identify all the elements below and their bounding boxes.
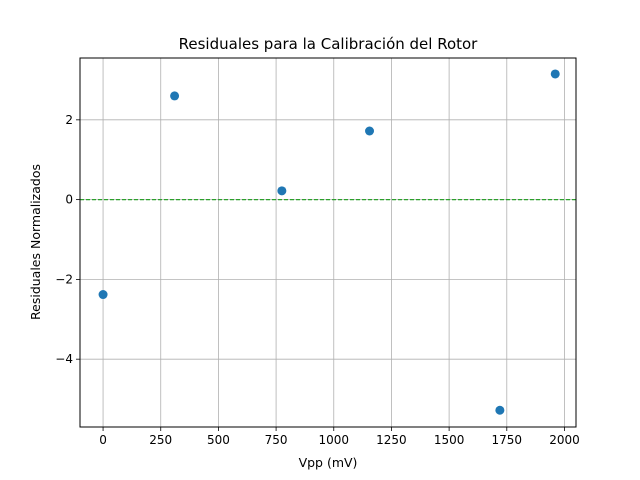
- data-point: [170, 91, 180, 101]
- data-point: [365, 126, 375, 136]
- x-tick-label: 250: [149, 433, 172, 447]
- y-axis-ticks: −4 −2 0 2: [55, 113, 80, 366]
- data-points: [98, 69, 560, 415]
- x-tick-label: 1750: [492, 433, 523, 447]
- y-tick-label: 0: [65, 193, 73, 207]
- y-tick-label: −4: [55, 352, 73, 366]
- plot-frame: [79, 57, 577, 428]
- grid-lines: [80, 58, 576, 427]
- x-axis-ticks: 0 250 500 750 1000 1250 1500 1750 2000: [99, 427, 580, 447]
- data-point: [98, 290, 108, 300]
- x-axis-label: Vpp (mV): [299, 455, 358, 470]
- data-point: [495, 405, 505, 415]
- x-tick-label: 750: [265, 433, 288, 447]
- x-tick-label: 1000: [318, 433, 349, 447]
- y-tick-label: 2: [65, 113, 73, 127]
- x-tick-label: 0: [99, 433, 107, 447]
- data-point: [277, 186, 287, 196]
- y-tick-label: −2: [55, 272, 73, 286]
- x-tick-label: 1250: [376, 433, 407, 447]
- x-tick-label: 1500: [434, 433, 465, 447]
- chart-title: Residuales para la Calibración del Rotor: [179, 35, 479, 53]
- x-tick-label: 2000: [549, 433, 580, 447]
- data-point: [550, 69, 560, 79]
- x-tick-label: 500: [207, 433, 230, 447]
- y-axis-label: Residuales Normalizados: [28, 164, 43, 320]
